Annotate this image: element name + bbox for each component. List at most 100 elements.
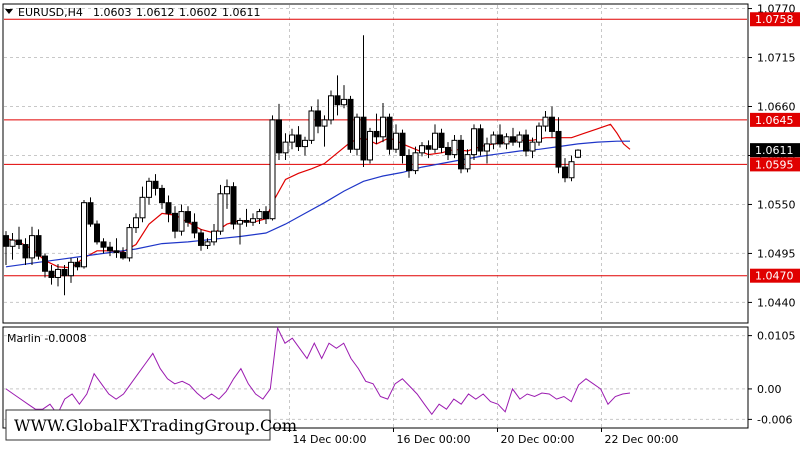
bullish-candle-body (575, 149, 581, 158)
candle (211, 224, 217, 246)
support-resistance-levels (4, 18, 747, 277)
bearish-candle-body (562, 166, 568, 179)
bullish-candle-body (321, 119, 328, 127)
candle (380, 102, 386, 143)
level-price-tag (750, 112, 800, 127)
bearish-candle-body (334, 95, 341, 106)
level-price-tag (750, 12, 800, 27)
bearish-candle-body (230, 186, 237, 225)
bullish-candle-body (211, 230, 217, 243)
price-tick-label: 1.0715 (757, 52, 796, 65)
current-price-label: 1.0611 (755, 144, 794, 157)
bearish-candle-body (425, 145, 432, 150)
candle (425, 140, 432, 159)
candle (445, 142, 451, 160)
candle (107, 241, 113, 257)
bearish-candle-body (458, 139, 464, 170)
bearish-candle-body (172, 212, 178, 232)
bearish-candle-body (120, 252, 126, 259)
bullish-candle-body (289, 134, 295, 143)
candle (29, 226, 35, 266)
candle (523, 129, 529, 157)
candle (399, 129, 406, 164)
candle (302, 136, 308, 156)
bullish-candle-body (471, 128, 477, 156)
candle (9, 232, 16, 260)
time-tick-label: 22 Dec 00:00 (605, 433, 679, 446)
bearish-candle-body (87, 202, 94, 225)
ohlc-open: 1.0603 (93, 6, 132, 19)
candle (35, 229, 42, 260)
level-price-label: 1.0758 (755, 13, 794, 26)
price-panel[interactable] (2, 3, 749, 324)
candle (341, 85, 347, 109)
bearish-candle-body (22, 244, 29, 259)
bearish-candle-body (315, 110, 321, 127)
indicator-label: Marlin -0.0008 (7, 332, 87, 345)
candle (549, 106, 555, 138)
bullish-candle-body (139, 196, 146, 219)
watermark: WWW.GlobalFXTradingGroup.Com (5, 409, 297, 441)
bearish-candle-body (295, 134, 302, 148)
bullish-candle-body (354, 116, 360, 150)
bearish-candle-body (510, 136, 516, 143)
time-tick-label: 20 Dec 00:00 (501, 433, 575, 446)
candle (432, 124, 438, 153)
bullish-candle-body (204, 241, 211, 246)
candle (354, 113, 360, 156)
candle (224, 179, 230, 209)
watermark-text: WWW.GlobalFXTradingGroup.Com (14, 416, 297, 435)
bullish-candle-body (302, 139, 308, 148)
candle (295, 126, 302, 152)
candle (529, 137, 536, 159)
time-axis: 14 Dec 00:00 16 Dec 00:00 20 Dec 00:00 22 D… (289, 428, 679, 446)
candle (68, 257, 74, 283)
indicator-grid (4, 328, 747, 427)
bearish-candle-body (497, 134, 503, 145)
bullish-candle-body (380, 116, 386, 138)
candle (360, 35, 367, 168)
price-tick-label: 1.0440 (757, 296, 796, 309)
price-axis: 1.07701.07151.06601.06051.05501.04951.04… (748, 3, 800, 309)
indicator-tick-label: 0.00 (757, 383, 782, 396)
bearish-candle-body (61, 268, 68, 277)
bearish-candle-body (406, 154, 412, 172)
candle (243, 208, 250, 227)
ohlc-close: 1.0611 (222, 6, 261, 19)
candle (393, 124, 399, 153)
bearish-candle-body (549, 116, 555, 132)
bullish-candle-body (126, 227, 133, 259)
candle (406, 149, 412, 178)
candle (282, 133, 289, 160)
level-price-tag (750, 157, 800, 172)
candle (185, 206, 191, 227)
candle (191, 213, 198, 239)
candle (263, 206, 269, 225)
candle (133, 213, 139, 233)
candle (74, 257, 81, 271)
collapse-triangle-icon[interactable] (5, 9, 13, 14)
bearish-candle-body (399, 132, 406, 156)
candle (458, 135, 464, 174)
bearish-candle-body (165, 202, 172, 214)
ohlc-low: 1.0602 (179, 6, 218, 19)
bullish-candle-body (81, 202, 87, 268)
bullish-candle-body (282, 141, 289, 154)
candle (178, 204, 185, 236)
candle (497, 124, 503, 148)
candle (451, 135, 458, 159)
price-tick-label: 1.0495 (757, 247, 796, 260)
bullish-candle-body (412, 152, 419, 172)
candle (165, 195, 172, 223)
candle (568, 155, 575, 182)
candle (575, 149, 581, 159)
bullish-candle-body (224, 186, 230, 195)
bullish-candle-body (503, 136, 510, 145)
bearish-candle-body (74, 261, 81, 268)
candle (48, 265, 55, 285)
candle (419, 142, 425, 157)
bullish-candle-body (516, 134, 523, 143)
bearish-candle-body (48, 270, 55, 278)
candle (269, 115, 276, 221)
